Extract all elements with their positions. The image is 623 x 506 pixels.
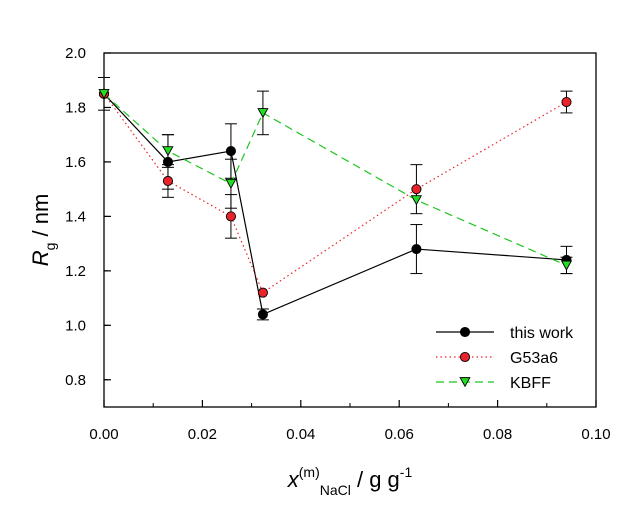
data-point [162, 156, 174, 167]
y-axis-ticks: 0.8 1.0 1.2 1.4 1.6 1.8 2.0 [65, 45, 111, 389]
legend-label: KBFF [510, 375, 551, 392]
y-tick-label: 1.0 [65, 317, 86, 334]
markers-kbff [98, 89, 573, 271]
y-tick-label: 0.8 [65, 372, 86, 389]
data-point [459, 326, 471, 338]
x-tick-label: 0.02 [188, 426, 217, 443]
y-axis-title-main: R [28, 250, 53, 266]
y-tick-label: 1.6 [65, 154, 86, 171]
data-point [561, 96, 572, 108]
data-point [225, 211, 236, 222]
x-tick-label: 0.06 [385, 426, 414, 443]
legend-label: this work [510, 325, 574, 342]
x-axis-ticks: 0.00 0.02 0.04 0.06 0.08 0.10 [89, 400, 611, 443]
legend-label: G53a6 [510, 350, 558, 367]
x-axis-title-sub: NaCl [320, 482, 351, 498]
data-point [411, 244, 422, 255]
series-layer [98, 77, 573, 321]
data-point [257, 287, 268, 298]
y-axis-title-sub: g [42, 243, 58, 251]
x-tick-label: 0.10 [581, 426, 610, 443]
series-line [103, 93, 567, 266]
x-axis-title-main: x [287, 467, 300, 492]
series-line [103, 93, 567, 294]
x-axis-title-units: / g g [351, 467, 400, 492]
x-axis-title-units-sup: -1 [400, 464, 413, 480]
data-point [162, 175, 174, 187]
y-tick-label: 1.8 [65, 99, 86, 116]
data-point [459, 351, 471, 363]
markers-g53a6 [98, 88, 572, 298]
data-point [257, 108, 269, 119]
data-point [411, 184, 422, 195]
x-tick-label: 0.04 [286, 426, 315, 443]
data-point [410, 195, 423, 206]
y-tick-label: 1.4 [65, 208, 86, 225]
y-tick-label: 1.2 [65, 263, 86, 280]
series-line [103, 93, 567, 316]
markers-this-work [98, 88, 572, 320]
x-axis-title: x(m)NaCl / g g-1 [287, 464, 413, 498]
x-tick-label: 0.00 [89, 426, 118, 443]
data-point [459, 377, 471, 388]
y-axis-title: Rg / nm [28, 194, 58, 267]
data-point [257, 309, 268, 320]
series-kbff [103, 90, 573, 275]
data-point [98, 89, 110, 100]
series-g53a6 [103, 90, 573, 294]
data-point [225, 178, 237, 190]
legend: this work G53a6 KBFF [436, 325, 574, 392]
series-this-work [98, 77, 573, 321]
data-point [560, 260, 573, 271]
data-point [162, 146, 174, 157]
y-tick-label: 2.0 [65, 45, 86, 62]
x-tick-label: 0.08 [483, 426, 512, 443]
x-axis-title-sup: (m) [299, 464, 320, 480]
y-axis-title-units: / nm [28, 194, 53, 243]
data-point [225, 145, 236, 157]
